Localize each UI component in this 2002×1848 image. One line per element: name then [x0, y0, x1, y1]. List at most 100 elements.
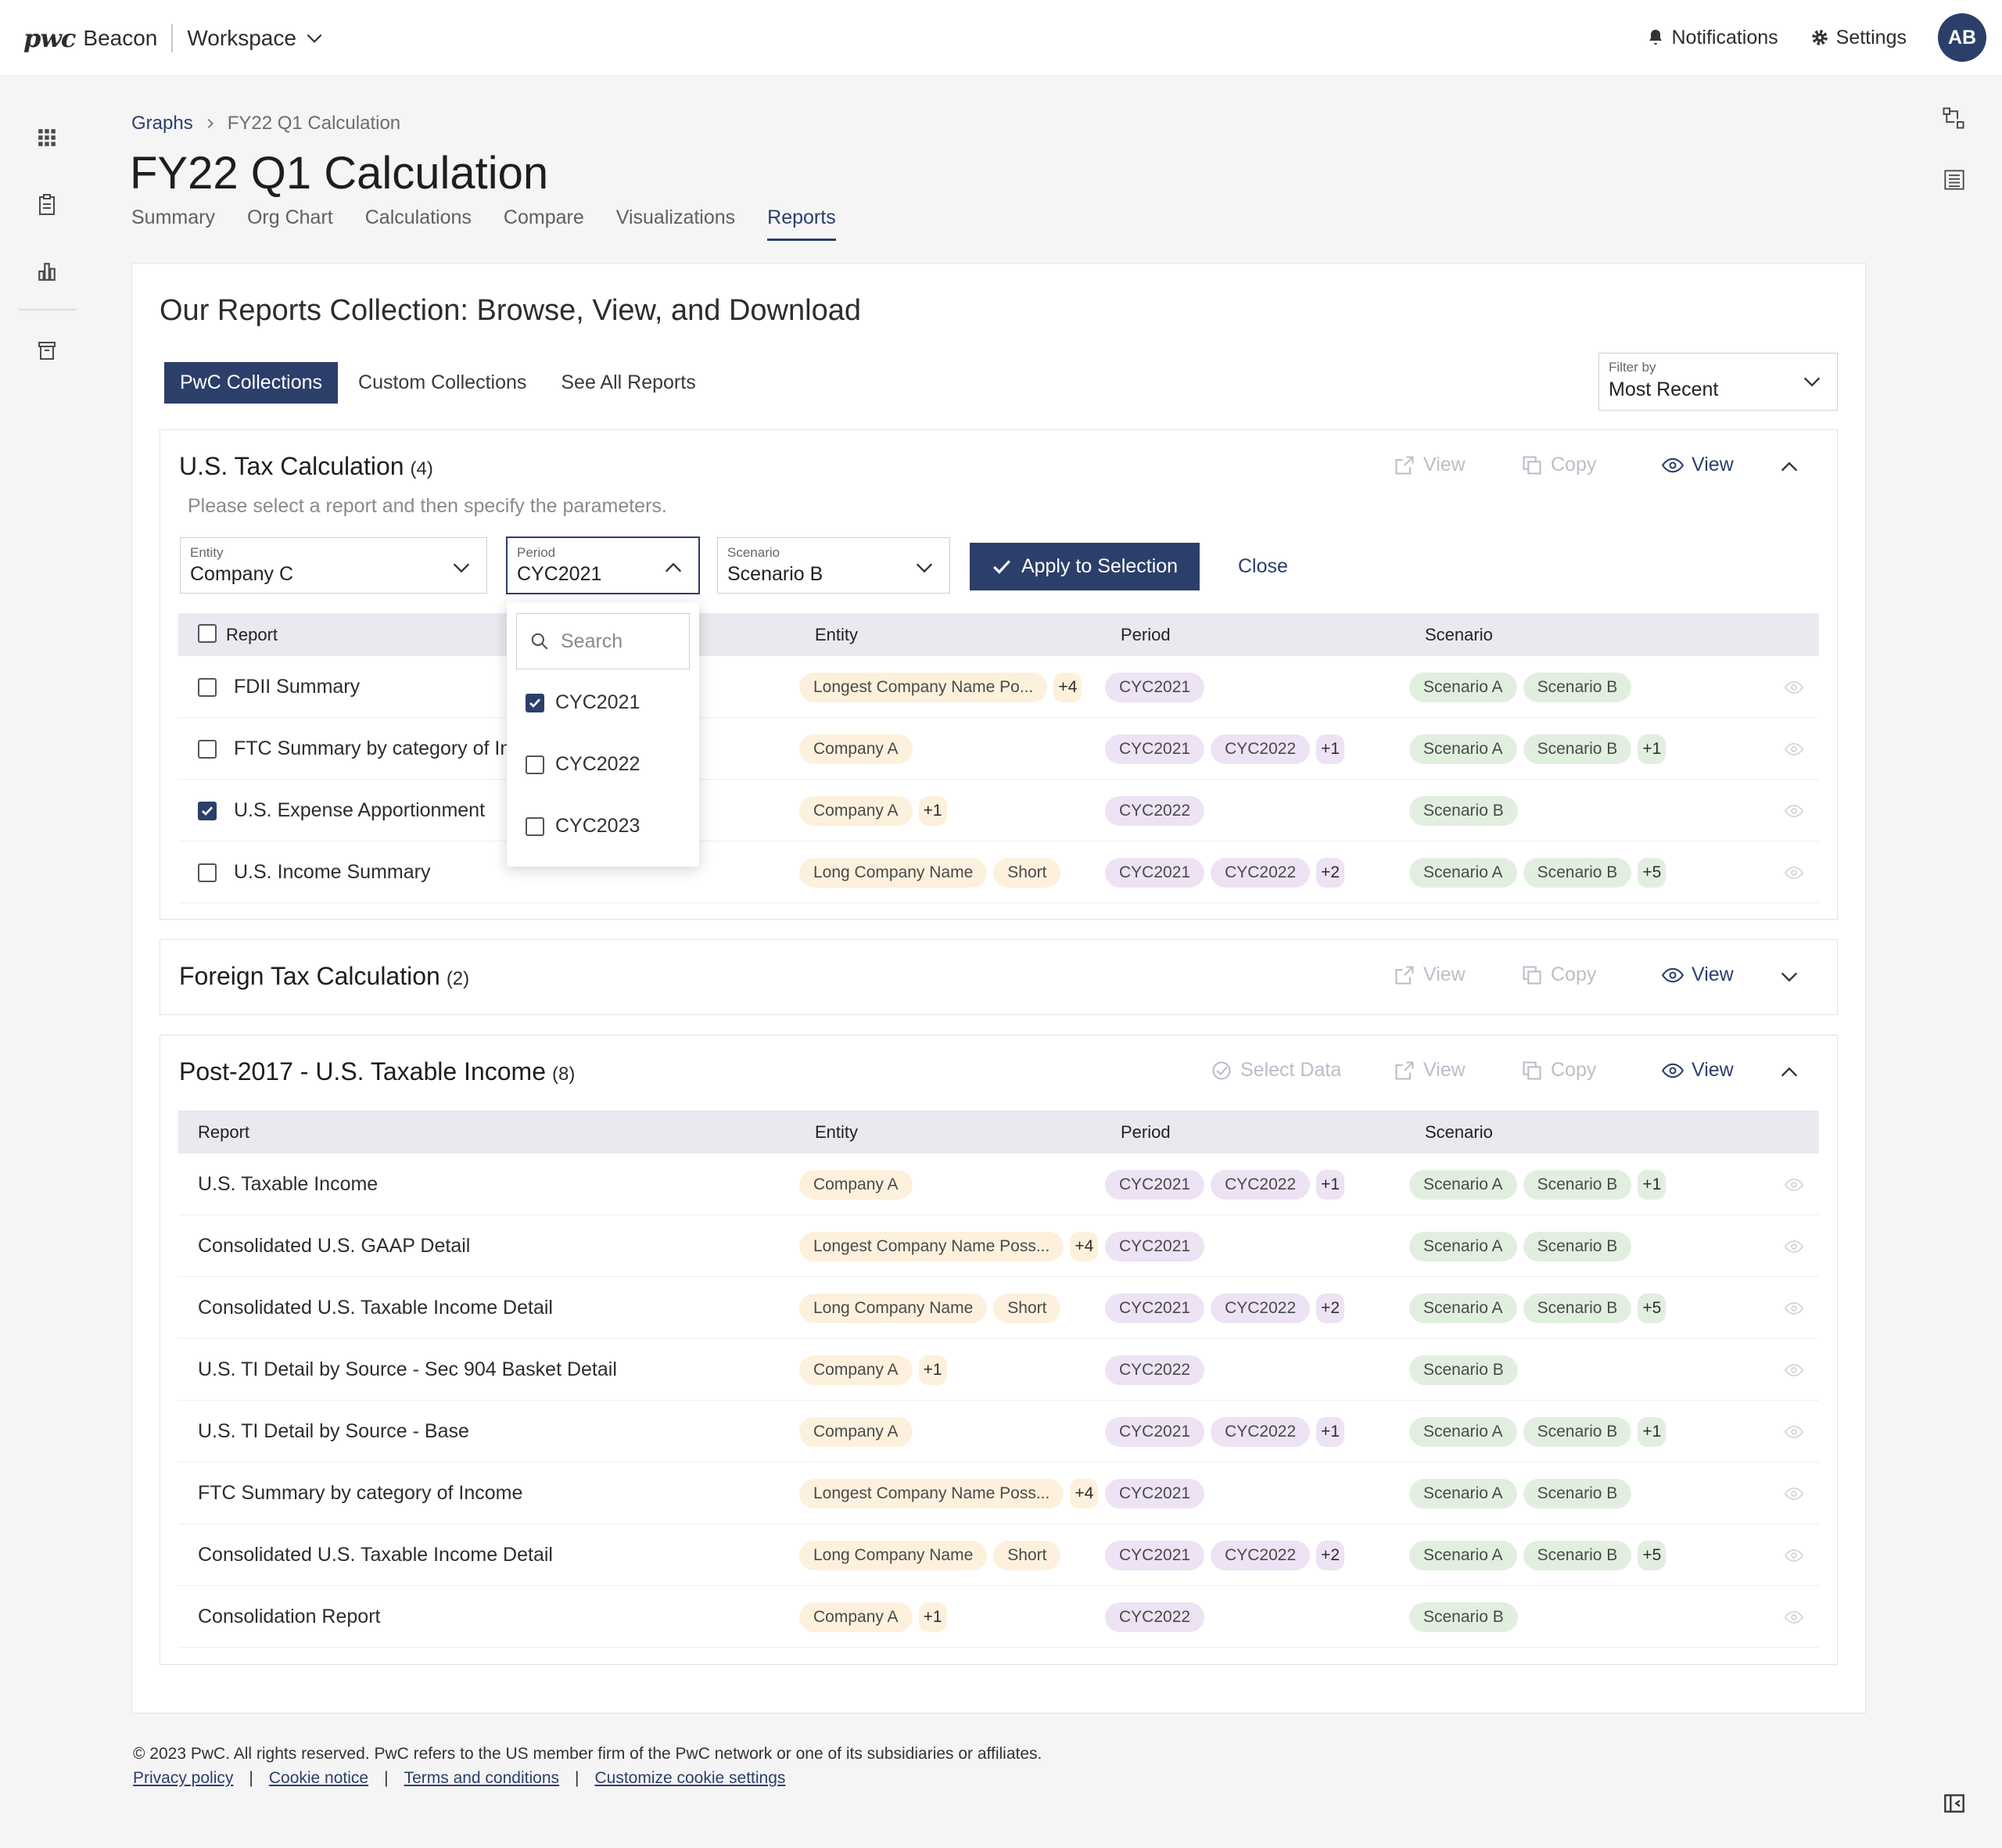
period-option[interactable]: CYC2021	[526, 691, 640, 714]
entity-more-badge[interactable]: +4	[1070, 1478, 1099, 1509]
report-name[interactable]: U.S. Expense Apportionment	[234, 799, 486, 821]
copy-button[interactable]: Copy	[1521, 963, 1596, 986]
eye-icon[interactable]	[1784, 1484, 1804, 1509]
breadcrumb-graphs[interactable]: Graphs	[131, 113, 193, 134]
checkbox[interactable]	[198, 739, 217, 759]
chevron-down-icon[interactable]	[304, 28, 325, 48]
apps-grid-icon[interactable]	[33, 124, 61, 152]
table-row[interactable]: Consolidation Report Company A +1 CYC2022 Sc…	[178, 1586, 1819, 1648]
scenario-more-badge[interactable]: +5	[1638, 1293, 1667, 1323]
eye-icon[interactable]	[1784, 863, 1804, 888]
period-more-badge[interactable]: +2	[1316, 1293, 1345, 1323]
eye-icon[interactable]	[1784, 1423, 1804, 1447]
cookie-notice-link[interactable]: Cookie notice	[268, 1769, 369, 1787]
connections-icon[interactable]	[1942, 106, 1965, 134]
checkbox[interactable]	[526, 816, 544, 836]
eye-icon[interactable]	[1784, 1237, 1804, 1261]
table-row[interactable]: U.S. TI Detail by Source - Sec 904 Baske…	[178, 1339, 1819, 1401]
report-name[interactable]: FTC Summary by category of Income	[234, 737, 559, 759]
eye-icon[interactable]	[1784, 1546, 1804, 1570]
eye-icon[interactable]	[1784, 678, 1804, 702]
entity-more-badge[interactable]: +1	[918, 1602, 947, 1632]
workspace-switcher[interactable]: Workspace	[187, 26, 296, 50]
period-select[interactable]: Period CYC2021	[506, 536, 700, 594]
table-row[interactable]: U.S. Income Summary Long Company Name Shor…	[178, 841, 1819, 903]
cookie-settings-link[interactable]: Customize cookie settings	[594, 1769, 786, 1787]
entity-more-badge[interactable]: +4	[1070, 1231, 1099, 1261]
period-more-badge[interactable]: +1	[1316, 734, 1345, 764]
preview-button[interactable]: View	[1662, 454, 1734, 476]
tab-compare[interactable]: Compare	[503, 206, 584, 228]
table-row[interactable]: Consolidated U.S. GAAP Detail Longest Com…	[178, 1215, 1819, 1277]
checkbox[interactable]	[198, 677, 217, 697]
expand-section-button[interactable]	[1778, 966, 1800, 992]
settings-button[interactable]: Settings	[1810, 27, 1907, 49]
scenario-more-badge[interactable]: +5	[1638, 857, 1667, 888]
scenario-more-badge[interactable]: +1	[1638, 1416, 1667, 1447]
avatar[interactable]: AB	[1938, 13, 1986, 62]
archive-icon[interactable]	[33, 336, 61, 364]
terms-link[interactable]: Terms and conditions	[404, 1769, 559, 1787]
report-name[interactable]: U.S. TI Detail by Source - Base	[198, 1420, 469, 1442]
tab-calculations[interactable]: Calculations	[364, 206, 472, 228]
app-logo[interactable]: pwc Beacon Workspace	[23, 23, 325, 53]
scenario-select[interactable]: Scenario Scenario B	[717, 537, 950, 594]
tab-summary[interactable]: Summary	[131, 206, 215, 228]
copy-button[interactable]: Copy	[1521, 454, 1596, 476]
privacy-policy-link[interactable]: Privacy policy	[133, 1769, 234, 1787]
collapse-section-button[interactable]	[1778, 456, 1800, 482]
report-name[interactable]: FTC Summary by category of Income	[198, 1482, 523, 1504]
period-search-input[interactable]: Search	[516, 613, 690, 669]
entity-more-badge[interactable]: +1	[918, 1355, 947, 1385]
entity-more-badge[interactable]: +1	[918, 795, 947, 826]
table-row[interactable]: U.S. TI Detail by Source - Base Company A…	[178, 1401, 1819, 1462]
tab-visualizations[interactable]: Visualizations	[615, 206, 736, 228]
report-name[interactable]: U.S. TI Detail by Source - Sec 904 Baske…	[198, 1358, 617, 1380]
collapse-panel-icon[interactable]	[1943, 1792, 1965, 1818]
select-data-button[interactable]: Select Data	[1211, 1059, 1341, 1082]
table-row[interactable]: FTC Summary by category of Income Company…	[178, 718, 1819, 780]
copy-button[interactable]: Copy	[1521, 1059, 1596, 1082]
clipboard-icon[interactable]	[33, 191, 61, 219]
period-more-badge[interactable]: +1	[1316, 1169, 1345, 1200]
tab-see-all-reports[interactable]: See All Reports	[561, 371, 696, 393]
tab-reports[interactable]: Reports	[767, 206, 836, 241]
tab-org-chart[interactable]: Org Chart	[246, 206, 333, 228]
report-name[interactable]: FDII Summary	[234, 676, 361, 698]
eye-icon[interactable]	[1784, 1608, 1804, 1632]
open-view-button[interactable]: View	[1394, 454, 1466, 476]
table-row[interactable]: Consolidated U.S. Taxable Income Detail L…	[178, 1277, 1819, 1339]
report-name[interactable]: Consolidated U.S. GAAP Detail	[198, 1235, 471, 1257]
report-name[interactable]: U.S. Taxable Income	[198, 1173, 379, 1195]
bar-chart-icon[interactable]	[33, 257, 61, 285]
report-name[interactable]: U.S. Income Summary	[234, 861, 431, 883]
period-more-badge[interactable]: +2	[1316, 1540, 1345, 1570]
preview-button[interactable]: View	[1662, 1059, 1734, 1082]
entity-select[interactable]: Entity Company C	[180, 537, 487, 594]
preview-button[interactable]: View	[1662, 963, 1734, 986]
apply-to-selection-button[interactable]: Apply to Selection	[970, 543, 1200, 590]
period-more-badge[interactable]: +1	[1316, 1416, 1345, 1447]
table-row[interactable]: FDII Summary Longest Company Name Po... +4…	[178, 656, 1819, 718]
period-option[interactable]: CYC2023	[526, 815, 640, 838]
checkbox[interactable]	[526, 755, 544, 774]
eye-icon[interactable]	[1784, 1361, 1804, 1385]
eye-icon[interactable]	[1784, 1175, 1804, 1200]
open-view-button[interactable]: View	[1394, 1059, 1466, 1082]
report-name[interactable]: Consolidation Report	[198, 1606, 381, 1627]
eye-icon[interactable]	[1784, 1299, 1804, 1323]
entity-more-badge[interactable]: +4	[1053, 672, 1082, 702]
filter-select[interactable]: Filter by Most Recent	[1598, 353, 1838, 411]
notifications-button[interactable]: Notifications	[1646, 27, 1778, 49]
close-button[interactable]: Close	[1238, 555, 1288, 577]
scenario-more-badge[interactable]: +1	[1638, 734, 1667, 764]
collapse-section-button[interactable]	[1778, 1061, 1800, 1087]
table-row[interactable]: U.S. Expense Apportionment Company A +1 CYC…	[178, 780, 1819, 841]
checkbox-checked[interactable]	[198, 801, 217, 820]
scenario-more-badge[interactable]: +5	[1638, 1540, 1667, 1570]
period-more-badge[interactable]: +2	[1316, 857, 1345, 888]
report-name[interactable]: Consolidated U.S. Taxable Income Detail	[198, 1297, 553, 1319]
select-all-checkbox[interactable]	[198, 624, 217, 648]
scenario-more-badge[interactable]: +1	[1638, 1169, 1667, 1200]
tab-custom-collections[interactable]: Custom Collections	[358, 371, 527, 393]
